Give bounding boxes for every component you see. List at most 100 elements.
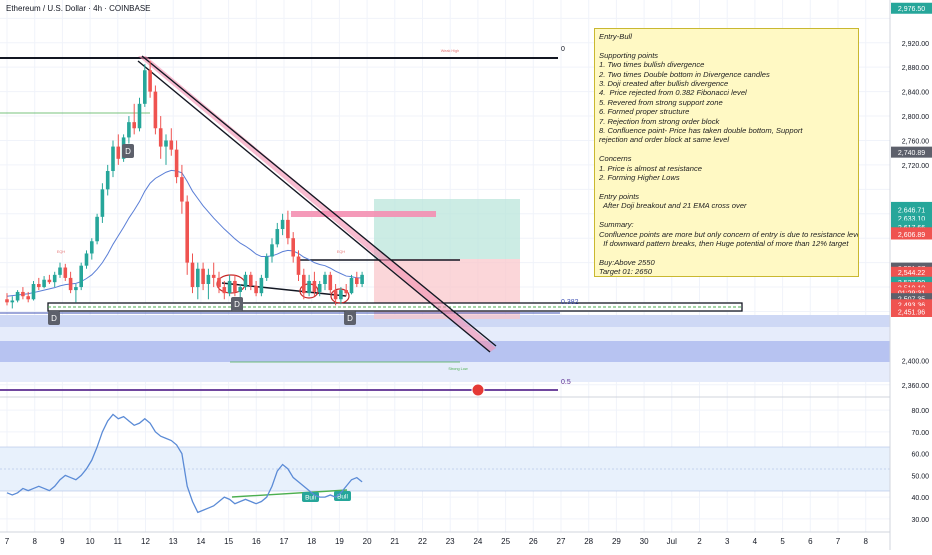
- y-tick-label: 2,360.00: [902, 383, 929, 390]
- x-tick-label: 22: [418, 537, 427, 546]
- event-icon[interactable]: [472, 384, 484, 396]
- candle: [95, 214, 99, 245]
- price-badge: 2,451.96: [891, 306, 932, 317]
- note-line: [599, 211, 854, 220]
- doji-marker[interactable]: D: [231, 297, 243, 311]
- rsi-y-tick-label: 80.00: [911, 408, 929, 415]
- x-tick-label: 2: [697, 537, 702, 546]
- note-line: After Doji breakout and 21 EMA cross ove…: [599, 201, 854, 210]
- y-tick-label: 2,400.00: [902, 358, 929, 365]
- svg-text:D: D: [51, 314, 57, 323]
- target-zone: [374, 199, 520, 259]
- x-tick-label: 18: [307, 537, 316, 546]
- price-badge: 2,740.89: [891, 147, 932, 158]
- x-tick-label: 29: [612, 537, 621, 546]
- svg-text:D: D: [347, 314, 353, 323]
- rsi-bull-label: Bull: [302, 492, 319, 502]
- x-tick-label: 26: [529, 537, 538, 546]
- note-line: [599, 145, 854, 154]
- rsi-y-tick-label: 60.00: [911, 452, 929, 459]
- demand-zone-core: [0, 341, 890, 362]
- note-line: 1. Price is almost at resistance: [599, 164, 854, 173]
- doji-marker[interactable]: D: [48, 311, 60, 325]
- x-tick-label: 27: [557, 537, 566, 546]
- svg-text:D: D: [234, 300, 240, 309]
- resistance-block: [291, 211, 436, 217]
- note-line: Summary:: [599, 220, 854, 229]
- rsi-y-tick-label: 70.00: [911, 430, 929, 437]
- svg-text:2,976.50: 2,976.50: [898, 6, 925, 13]
- x-tick-label: 24: [473, 537, 482, 546]
- note-line: Supporting points: [599, 51, 854, 60]
- symbol-title: Ethereum / U.S. Dollar · 4h · COINBASE: [6, 4, 151, 13]
- price-badge: 2,976.50: [891, 3, 932, 14]
- y-tick-label: 2,840.00: [902, 90, 929, 97]
- x-tick-label: 28: [584, 537, 593, 546]
- svg-text:2,451.96: 2,451.96: [898, 309, 925, 316]
- note-line: Target 01: 2650: [599, 267, 854, 276]
- note-line: [599, 41, 854, 50]
- note-line: 3. Doji created after bullish divergence: [599, 79, 854, 88]
- note-line: 1. Two times bullish divergence: [599, 60, 854, 69]
- x-tick-label: Jul: [667, 537, 677, 546]
- x-tick-label: 7: [836, 537, 841, 546]
- eqh-label-1: EQH: [57, 250, 65, 254]
- note-line: 2. Two times Double bottom in Divergence…: [599, 70, 854, 79]
- doji-marker[interactable]: D: [344, 311, 356, 325]
- x-tick-label: 17: [280, 537, 289, 546]
- price-badge: 2,606.89: [891, 228, 932, 239]
- y-tick-label: 2,800.00: [902, 114, 929, 121]
- x-tick-label: 14: [196, 537, 205, 546]
- svg-text:D: D: [125, 147, 131, 156]
- note-line: Concerns: [599, 154, 854, 163]
- note-line: [599, 183, 854, 192]
- svg-text:2,740.89: 2,740.89: [898, 150, 925, 157]
- fib-mid-label: 0.382: [561, 299, 579, 306]
- rsi-y-tick-label: 30.00: [911, 517, 929, 524]
- x-tick-label: 30: [640, 537, 649, 546]
- x-tick-label: 19: [335, 537, 344, 546]
- candle: [143, 64, 147, 107]
- note-line: 8. Confluence point- Price has taken dou…: [599, 126, 854, 135]
- rsi-y-tick-label: 40.00: [911, 495, 929, 502]
- x-tick-label: 21: [390, 537, 399, 546]
- x-tick-label: 20: [363, 537, 372, 546]
- note-line: Entry points: [599, 192, 854, 201]
- doji-marker[interactable]: D: [122, 144, 134, 158]
- rsi-y-tick-label: 50.00: [911, 473, 929, 480]
- x-tick-label: 9: [60, 537, 65, 546]
- x-tick-label: 6: [808, 537, 813, 546]
- candle: [154, 86, 158, 135]
- fib-top-label: 0: [561, 46, 565, 53]
- fib-low-label: 0.5: [561, 379, 571, 386]
- note-line: 4. Price rejected from 0.382 Fibonacci l…: [599, 88, 854, 97]
- x-tick-label: 11: [114, 537, 123, 546]
- svg-text:2,544.22: 2,544.22: [898, 270, 925, 277]
- note-line: 2. Forming Higher Lows: [599, 173, 854, 182]
- x-tick-label: 4: [753, 537, 758, 546]
- y-tick-label: 2,920.00: [902, 41, 929, 48]
- x-tick-label: 7: [5, 537, 10, 546]
- x-tick-label: 23: [446, 537, 455, 546]
- note-line: 7. Rejection from strong order block: [599, 117, 854, 126]
- note-line: Entry-Bull: [599, 32, 854, 41]
- note-line: [599, 248, 854, 257]
- note-line: Buy:Above 2550: [599, 258, 854, 267]
- x-tick-label: 16: [252, 537, 261, 546]
- candle: [329, 272, 333, 293]
- eqh-label-2: EQH: [337, 250, 345, 254]
- x-tick-label: 3: [725, 537, 730, 546]
- y-tick-label: 2,760.00: [902, 138, 929, 145]
- y-tick-label: 2,880.00: [902, 65, 929, 72]
- candle: [16, 290, 20, 302]
- x-tick-label: 10: [86, 537, 95, 546]
- weak-high-label: Weak High: [441, 49, 460, 53]
- note-line: 6. Formed proper structure: [599, 107, 854, 116]
- x-tick-label: 13: [169, 537, 178, 546]
- note-line: If downward pattern breaks, then Huge po…: [599, 239, 854, 248]
- x-tick-label: 12: [141, 537, 150, 546]
- note-line: Confluence points are more but only conc…: [599, 230, 854, 239]
- x-tick-label: 5: [780, 537, 785, 546]
- candle: [260, 275, 264, 296]
